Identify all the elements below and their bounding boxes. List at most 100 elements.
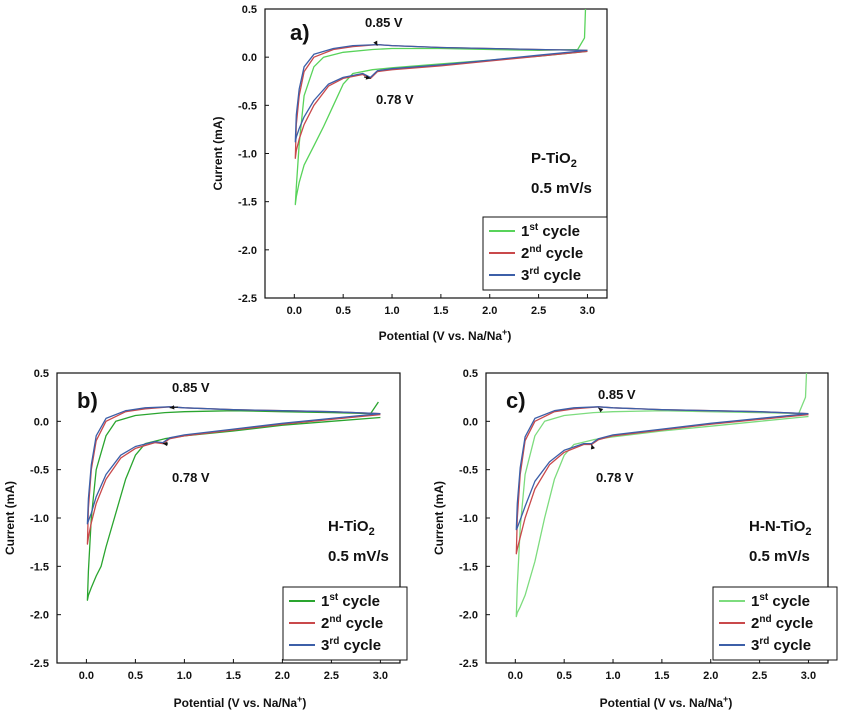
legend-entry-sup: rd	[759, 636, 769, 647]
x-tick-label: 1.5	[433, 305, 448, 317]
legend-entry-sup: st	[759, 592, 769, 603]
panel-label: b)	[77, 388, 98, 413]
series-line-cycle-2	[294, 43, 588, 159]
y-tick-label: -2.5	[30, 658, 49, 670]
x-axis-label-main: Potential (V vs. Na/Na	[379, 329, 503, 343]
legend-entry-sup: nd	[329, 614, 341, 625]
x-axis-label: Potential (V vs. Na/Na+)	[174, 694, 307, 710]
x-tick-label: 1.5	[654, 670, 669, 682]
x-tick-label: 2.5	[531, 305, 546, 317]
legend-entry: 1st cycle	[751, 592, 810, 610]
y-axis-label: Current (mA)	[432, 481, 446, 555]
y-tick-label: 0.5	[242, 4, 257, 16]
scan-rate-label: 0.5 mV/s	[328, 548, 389, 565]
y-tick-label: 0.5	[463, 368, 478, 380]
legend-entry: 2nd cycle	[751, 614, 813, 632]
panel-label: c)	[506, 388, 526, 413]
x-axis-label-sup: +	[297, 694, 302, 704]
x-tick-label: 1.0	[384, 305, 399, 317]
x-axis-label-sup: +	[723, 694, 728, 704]
y-tick-label: -1.0	[459, 513, 478, 525]
annotation-arrowhead	[590, 444, 596, 450]
y-tick-label: -2.0	[30, 610, 49, 622]
legend-entry: 3rd cycle	[751, 636, 811, 654]
legend-entry: 1st cycle	[521, 222, 580, 240]
x-tick-label: 2.0	[275, 670, 290, 682]
x-tick-label: 0.0	[287, 305, 302, 317]
legend-entry: 3rd cycle	[521, 266, 581, 284]
sample-label-sub: 2	[571, 158, 577, 170]
legend-entry-suffix: cycle	[538, 223, 580, 240]
x-tick-label: 3.0	[801, 670, 816, 682]
x-axis-label-sup: +	[502, 327, 507, 337]
y-tick-label: -1.5	[238, 197, 257, 209]
x-tick-label: 3.0	[580, 305, 595, 317]
series-line-cycle-3	[294, 43, 588, 143]
legend-entry-number: 3	[321, 637, 329, 654]
x-tick-label: 0.0	[508, 670, 523, 682]
chart-panel-3: 0.0 0.5 1.0 1.5 2.0 2.5 3.0 0.5 0.0 -0.5 -1.0 -1.5 -…	[432, 368, 838, 710]
y-axis-label: Current (mA)	[211, 116, 225, 190]
y-tick-label: -0.5	[238, 100, 257, 112]
sample-label-sub: 2	[369, 526, 375, 538]
x-tick-label: 2.0	[482, 305, 497, 317]
sample-label-main: H-N-TiO	[749, 518, 806, 535]
legend-entry-number: 1	[321, 593, 329, 610]
sample-label-sub: 2	[805, 526, 811, 538]
legend-entry-suffix: cycle	[772, 615, 814, 632]
y-tick-label: -1.0	[238, 149, 257, 161]
legend-entry-number: 3	[521, 267, 529, 284]
x-tick-label: 0.5	[336, 305, 351, 317]
y-tick-label: -0.5	[30, 465, 49, 477]
series-line-cycle-1	[294, 8, 588, 206]
legend-entry-sup: nd	[529, 244, 541, 255]
x-tick-label: 2.0	[703, 670, 718, 682]
annotation-arrowhead	[169, 405, 175, 410]
legend-entry-suffix: cycle	[539, 267, 581, 284]
y-tick-label: -2.5	[459, 658, 478, 670]
legend-entry-sup: rd	[529, 266, 539, 277]
series-line-cycle-1	[86, 401, 381, 601]
scan-rate-label: 0.5 mV/s	[531, 180, 592, 197]
x-axis-label-end: )	[507, 329, 511, 343]
x-tick-label: 2.5	[324, 670, 339, 682]
legend-entry-number: 2	[321, 615, 329, 632]
sample-label-main: H-TiO	[328, 518, 369, 535]
y-tick-label: 0.0	[242, 52, 257, 64]
legend-entry-sup: st	[529, 222, 539, 233]
legend-entry-number: 1	[521, 223, 529, 240]
x-tick-label: 1.5	[226, 670, 241, 682]
y-tick-label: -2.0	[238, 245, 257, 257]
y-tick-label: 0.0	[34, 416, 49, 428]
y-tick-label: -1.5	[30, 561, 49, 573]
annotation-label: 0.78 V	[596, 470, 634, 485]
y-axis-label: Current (mA)	[3, 481, 17, 555]
x-axis-label-main: Potential (V vs. Na/Na	[600, 696, 724, 710]
legend-entry-suffix: cycle	[342, 615, 384, 632]
x-tick-label: 0.0	[79, 670, 94, 682]
legend-entry-sup: st	[329, 592, 339, 603]
y-tick-label: -2.5	[238, 293, 257, 305]
legend-entry-number: 1	[751, 593, 759, 610]
annotation-label: 0.85 V	[172, 380, 210, 395]
chart-panel-2: 0.0 0.5 1.0 1.5 2.0 2.5 3.0 0.5 0.0 -0.5 -1.0 -1.5 -…	[3, 368, 408, 710]
chart-panel-1: 0.0 0.5 1.0 1.5 2.0 2.5 3.0 0.5 0.0 -0.5 -1.0 -1.5 -…	[211, 4, 608, 343]
x-axis-label-main: Potential (V vs. Na/Na	[174, 696, 298, 710]
legend-entry: 3rd cycle	[321, 636, 381, 654]
annotation-label: 0.78 V	[172, 470, 210, 485]
x-tick-label: 2.5	[752, 670, 767, 682]
legend-entry-suffix: cycle	[768, 593, 810, 610]
annotation-arrowhead	[365, 75, 371, 80]
y-tick-label: 0.0	[463, 416, 478, 428]
legend-entry-suffix: cycle	[339, 637, 381, 654]
sample-label: H-N-TiO2	[749, 518, 812, 538]
legend-entry-number: 3	[751, 637, 759, 654]
sample-label: P-TiO2	[531, 150, 577, 170]
legend-entry-suffix: cycle	[338, 593, 380, 610]
annotation-label: 0.85 V	[598, 387, 636, 402]
legend-entry-suffix: cycle	[769, 637, 811, 654]
panel-label: a)	[290, 20, 310, 45]
x-axis-label: Potential (V vs. Na/Na+)	[379, 327, 512, 343]
legend-entry-suffix: cycle	[542, 245, 584, 262]
